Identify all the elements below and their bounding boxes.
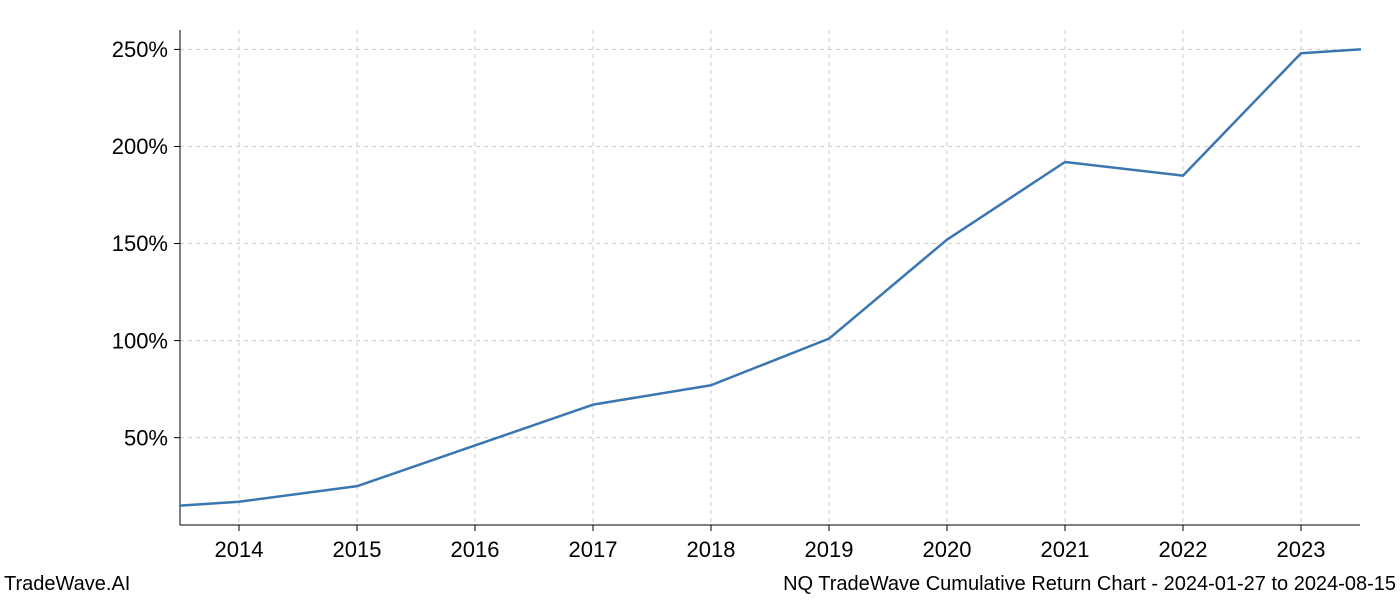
x-tick-label: 2022	[1159, 537, 1208, 562]
x-tick-label: 2023	[1277, 537, 1326, 562]
x-tick-label: 2019	[805, 537, 854, 562]
y-tick-label: 100%	[112, 328, 168, 353]
x-tick-label: 2021	[1041, 537, 1090, 562]
x-tick-label: 2016	[451, 537, 500, 562]
x-tick-label: 2014	[215, 537, 264, 562]
line-chart: 2014 2015 2016 2017 2018 2019 2020 2021 2022 2023…	[0, 0, 1400, 600]
x-tick-label: 2015	[333, 537, 382, 562]
footer-left-label: TradeWave.AI	[4, 573, 130, 596]
y-tick-label: 200%	[112, 134, 168, 159]
chart-container: { "chart": { "type": "line", "background…	[0, 0, 1400, 600]
footer-right-label: NQ TradeWave Cumulative Return Chart - 2…	[783, 573, 1396, 596]
x-tick-label: 2018	[687, 537, 736, 562]
y-tick-label: 150%	[112, 231, 168, 256]
y-tick-label: 50%	[124, 425, 168, 450]
x-tick-label: 2017	[569, 537, 618, 562]
x-tick-label: 2020	[923, 537, 972, 562]
y-tick-label: 250%	[112, 37, 168, 62]
